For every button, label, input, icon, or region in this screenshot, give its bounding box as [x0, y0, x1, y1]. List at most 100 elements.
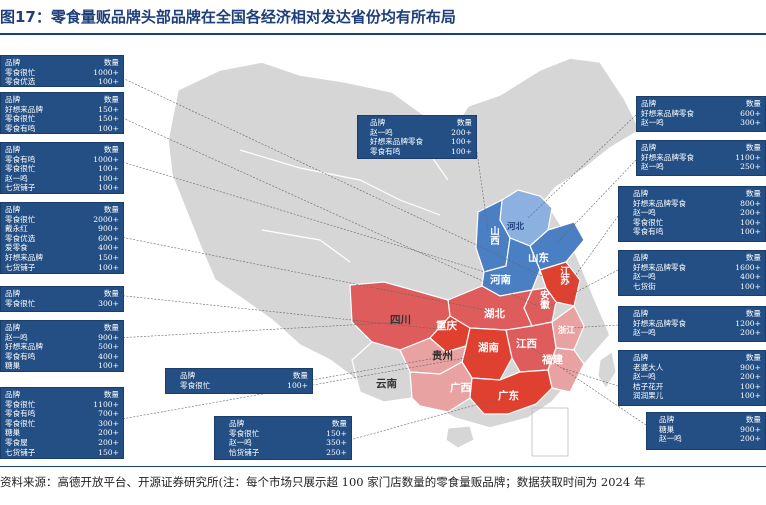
count-header: 数量	[745, 189, 761, 198]
store-count: 200+	[740, 328, 761, 338]
title-rule	[0, 33, 766, 35]
brand-box-fujian: 品牌 数量 老婆大人 900+ 赵一鸣 200+ 桔子花开 100+ 润润果儿 100+	[618, 350, 766, 406]
brand-name: 七货街	[633, 281, 656, 291]
box-header-row: 品牌 数量	[5, 289, 119, 299]
figure-title: 图17：零食量贩品牌头部品牌在全国各经济相对发达省份均有所布局	[0, 8, 456, 26]
box-row: 赵一鸣 250+	[641, 162, 761, 172]
box-row: 零食有鸣 700+	[5, 409, 119, 419]
brand-name: 零食有鸣	[633, 227, 664, 237]
box-row: 好想来品牌零食 1100+	[641, 153, 761, 163]
brand-name: 赵一鸣	[659, 434, 682, 444]
store-count: 300+	[98, 298, 119, 308]
box-row: 润润果儿 100+	[633, 391, 761, 401]
count-header: 数量	[331, 419, 347, 428]
brand-name: 零食优选	[5, 77, 36, 87]
province-label-zhejiang: 浙江	[558, 326, 576, 336]
store-count: 100+	[740, 281, 761, 291]
store-count: 100+	[451, 146, 472, 156]
box-row: 赵一鸣 900+	[5, 333, 119, 343]
box-row: 零食很忙 150+	[229, 429, 347, 439]
brand-box-jiangsu: 品牌 数量 零食很忙 1000+ 零食优选 100+	[0, 55, 124, 87]
province-label-fujian: 福建	[542, 354, 563, 366]
box-header-row: 品牌 数量	[659, 415, 761, 425]
box-row: 戴永红 900+	[5, 224, 119, 234]
box-row: 恰货铺子 250+	[229, 448, 347, 458]
brand-header: 品牌	[5, 145, 21, 154]
brand-box-sichuan: 品牌 数量 赵一鸣 900+ 好想来品牌 500+ 零食有鸣 400+ 糖巢 100+	[0, 320, 124, 372]
brand-name: 老婆大人	[633, 362, 664, 372]
store-count: 150+	[98, 447, 119, 457]
box-row: 零食很忙 300+	[5, 299, 119, 309]
brand-name: 零食很忙	[180, 380, 211, 390]
count-header: 数量	[745, 415, 761, 424]
store-count: 100+	[740, 381, 761, 391]
box-row: 赵一鸣 200+	[633, 372, 761, 382]
count-header: 数量	[103, 205, 119, 214]
brand-name: 零食很忙	[5, 164, 36, 174]
brand-header: 品牌	[370, 118, 386, 127]
province-label-hebei: 河北	[507, 222, 525, 232]
brand-name: 零食优选	[5, 233, 36, 243]
brand-header: 品牌	[5, 390, 21, 399]
brand-box-guizhou: 品牌 数量 零食很忙 100+	[165, 368, 313, 394]
province-label-sichuan: 四川	[390, 314, 411, 326]
brand-name: 爱零食	[5, 243, 28, 253]
store-count: 700+	[98, 409, 119, 419]
count-header: 数量	[103, 95, 119, 104]
brand-name: 零食有鸣	[370, 146, 401, 156]
brand-name: 七货铺子	[5, 447, 36, 457]
box-header-row: 品牌 数量	[633, 189, 761, 199]
store-count: 100+	[451, 137, 472, 147]
store-count: 1600+	[735, 262, 761, 272]
box-row: 糖巢 100+	[5, 361, 119, 371]
store-count: 200+	[98, 428, 119, 438]
brand-name: 好想来品牌零食	[633, 262, 687, 272]
brand-box-anhui: 品牌 数量 好想来品牌 150+ 零食很忙 150+ 零食有鸣 100+	[0, 92, 124, 134]
source-note: 资料来源：高德开放平台、开源证券研究所(注：每个市场只展示超 100 家门店数量…	[0, 475, 646, 489]
brand-box-shanxi: 品牌 数量 赵一鸣 200+ 好想来品牌零食 100+ 零食有鸣 100+	[357, 115, 477, 159]
box-header-row: 品牌 数量	[180, 371, 308, 381]
brand-name: 七货铺子	[5, 183, 36, 193]
box-row: 老婆大人 900+	[633, 363, 761, 373]
brand-name: 零食很忙	[633, 217, 664, 227]
brand-name: 零食屋	[5, 437, 28, 447]
store-count: 150+	[326, 428, 347, 438]
box-row: 好想来品牌零食 800+	[633, 199, 761, 209]
box-header-row: 品牌 数量	[633, 309, 761, 319]
count-header: 数量	[745, 143, 761, 152]
box-row: 零食屋 200+	[5, 438, 119, 448]
brand-header: 品牌	[5, 323, 21, 332]
store-count: 250+	[326, 447, 347, 457]
leader-lines	[115, 74, 647, 441]
store-count: 2000+	[93, 214, 119, 224]
store-count: 150+	[98, 104, 119, 114]
store-count: 1200+	[735, 318, 761, 328]
box-row: 赵一鸣 350+	[229, 438, 347, 448]
box-row: 七货铺子 100+	[5, 263, 119, 273]
province-label-hubei: 湖北	[484, 308, 505, 320]
brand-name: 戴永红	[5, 224, 28, 234]
brand-name: 零食很忙	[5, 418, 36, 428]
box-row: 桔子花开 100+	[633, 382, 761, 392]
store-count: 500+	[98, 342, 119, 352]
store-count: 600+	[740, 108, 761, 118]
count-header: 数量	[103, 323, 119, 332]
brand-header: 品牌	[5, 289, 21, 298]
guangdong-region	[469, 369, 553, 415]
box-row: 爱零食 400+	[5, 243, 119, 253]
store-count: 100+	[740, 391, 761, 401]
brand-header: 品牌	[633, 189, 649, 198]
box-row: 好想来品牌 150+	[5, 253, 119, 263]
brand-name: 赵一鸣	[633, 272, 656, 282]
box-row: 零食很忙 100+	[5, 164, 119, 174]
box-header-row: 品牌 数量	[5, 145, 119, 155]
box-row: 零食有鸣 100+	[633, 227, 761, 237]
brand-name: 糖巢	[659, 424, 675, 434]
box-row: 零食优选 100+	[5, 77, 119, 87]
brand-name: 桔子花开	[633, 381, 664, 391]
footer-rule	[0, 466, 766, 467]
store-count: 250+	[740, 162, 761, 172]
store-count: 100+	[98, 164, 119, 174]
brand-name: 零食很忙	[5, 399, 36, 409]
